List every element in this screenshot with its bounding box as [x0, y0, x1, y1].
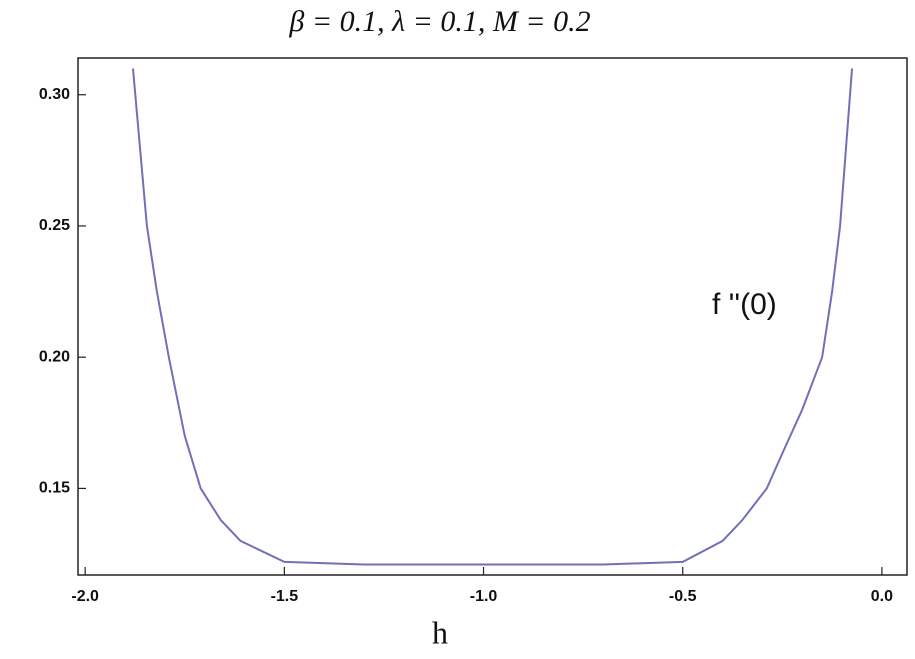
y-tick-label: 0.15	[39, 480, 70, 497]
plot-frame	[77, 57, 908, 576]
x-tick-label: -0.5	[669, 588, 697, 605]
line-series	[131, 68, 854, 566]
y-tick-label: 0.30	[39, 86, 70, 103]
x-tick-label: -1.0	[470, 588, 498, 605]
y-tick-label: 0.20	[39, 348, 70, 365]
x-axis-label: h	[432, 614, 448, 650]
y-tick-label: 0.25	[39, 217, 70, 234]
chart-title: β = 0.1, λ = 0.1, M = 0.2	[288, 5, 590, 38]
x-tick-label: -2.0	[71, 588, 99, 605]
annotation: f ''(0)	[712, 288, 777, 321]
x-tick-label: -1.5	[271, 588, 299, 605]
x-tick-label: 0.0	[871, 588, 893, 605]
